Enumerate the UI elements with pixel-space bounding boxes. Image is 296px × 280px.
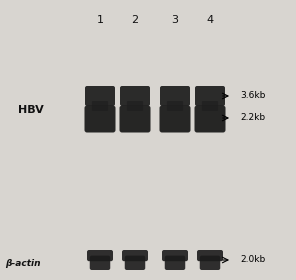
FancyBboxPatch shape (194, 106, 226, 132)
FancyBboxPatch shape (120, 106, 150, 132)
FancyBboxPatch shape (165, 256, 185, 270)
FancyBboxPatch shape (122, 250, 148, 261)
FancyBboxPatch shape (195, 86, 225, 106)
Text: HBV: HBV (18, 105, 44, 115)
Text: 2: 2 (131, 15, 139, 25)
FancyBboxPatch shape (125, 256, 145, 270)
FancyBboxPatch shape (162, 250, 188, 261)
FancyBboxPatch shape (127, 101, 143, 111)
FancyBboxPatch shape (120, 86, 150, 106)
Text: 4: 4 (206, 15, 213, 25)
FancyBboxPatch shape (197, 250, 223, 261)
Text: 2.2kb: 2.2kb (240, 113, 265, 123)
FancyBboxPatch shape (160, 106, 191, 132)
Text: 3.6kb: 3.6kb (240, 92, 266, 101)
Text: β-actin: β-actin (5, 258, 41, 267)
Text: 1: 1 (96, 15, 104, 25)
Text: 2.0kb: 2.0kb (240, 255, 265, 265)
FancyBboxPatch shape (202, 101, 218, 111)
FancyBboxPatch shape (92, 101, 108, 111)
Text: 3: 3 (171, 15, 178, 25)
FancyBboxPatch shape (167, 101, 183, 111)
FancyBboxPatch shape (85, 86, 115, 106)
FancyBboxPatch shape (87, 250, 113, 261)
FancyBboxPatch shape (160, 86, 190, 106)
FancyBboxPatch shape (90, 256, 110, 270)
FancyBboxPatch shape (84, 106, 115, 132)
FancyBboxPatch shape (200, 256, 220, 270)
